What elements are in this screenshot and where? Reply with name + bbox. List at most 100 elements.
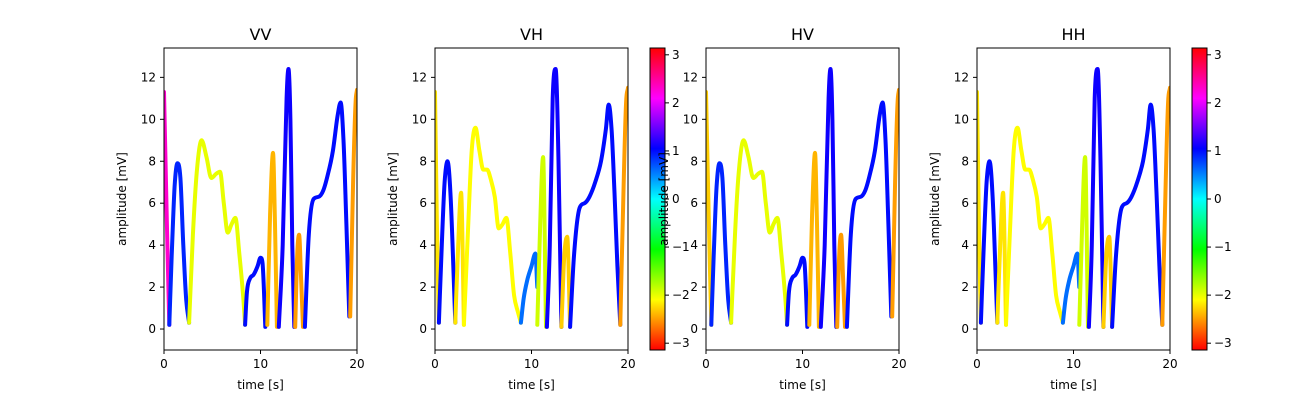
y-tick-label: 10: [412, 112, 427, 126]
x-tick-label: 20: [620, 357, 635, 371]
colorbar-tick-label: 0: [1214, 192, 1222, 206]
trace-group: [706, 67, 899, 329]
x-tick-label: 0: [431, 357, 439, 371]
trace-segment-5: [1077, 155, 1090, 329]
x-axis-label: time [s]: [1050, 378, 1097, 392]
x-tick-label: 0: [973, 357, 981, 371]
trace-segment-4: [807, 150, 821, 329]
panel-vv: VV 0 10 20 0 2 4 6 8 10 12 time [s] amplitude [mV]: [115, 25, 365, 392]
colorbar-tick-label: 1: [672, 144, 680, 158]
trace-segment-8: [568, 102, 623, 329]
y-tick-label: 4: [690, 238, 698, 252]
y-tick-label: 6: [961, 196, 969, 210]
x-tick-label: 20: [349, 357, 364, 371]
trace-segment-4: [518, 251, 540, 325]
trace-segment-5: [535, 155, 548, 329]
y-tick-label: 6: [690, 196, 698, 210]
colorbar-tick-label: 2: [1214, 96, 1222, 110]
y-tick-label: 12: [412, 70, 427, 84]
y-tick-label: 4: [148, 238, 156, 252]
colorbar-gradient: [650, 48, 665, 350]
colorbar-tick-label: −3: [672, 336, 690, 350]
y-tick-label: 4: [961, 238, 969, 252]
colorbar-tick-label: −2: [1214, 288, 1232, 302]
y-axis-label: amplitude [mV]: [928, 152, 942, 246]
x-axis-label: time [s]: [508, 378, 555, 392]
y-tick-label: 0: [148, 322, 156, 336]
y-tick-label: 8: [690, 154, 698, 168]
colorbar-gradient: [1192, 48, 1207, 350]
trace-segment-7: [844, 100, 894, 329]
y-tick-label: 10: [683, 112, 698, 126]
y-axis-label: amplitude [mV]: [657, 152, 671, 246]
colorbar-tick-label: −2: [672, 288, 690, 302]
x-tick-label: 10: [1066, 357, 1081, 371]
y-tick-label: 8: [419, 154, 427, 168]
trace-segment-3: [1004, 125, 1065, 327]
trace-segment-2: [729, 138, 790, 327]
y-tick-label: 2: [690, 280, 698, 294]
trace-segment-3: [785, 255, 810, 329]
colorbar-tick-label: 3: [672, 48, 680, 62]
trace-group: [164, 67, 357, 329]
colorbar: 3 2 1 0 −1 −2 −3: [1191, 47, 1232, 351]
x-axis-label: time [s]: [779, 378, 826, 392]
trace-segment-8: [348, 87, 357, 319]
trace-segment-5: [276, 67, 297, 329]
y-tick-label: 6: [148, 196, 156, 210]
x-tick-label: 0: [702, 357, 710, 371]
y-tick-label: 8: [961, 154, 969, 168]
x-tick-label: 10: [253, 357, 268, 371]
y-tick-label: 0: [961, 322, 969, 336]
x-tick-label: 20: [891, 357, 906, 371]
trace-segment-9: [1160, 85, 1170, 327]
colorbar-tick-label: 2: [672, 96, 680, 110]
y-tick-label: 2: [419, 280, 427, 294]
colorbar: 3 2 1 0 −1 −2 −3: [649, 47, 690, 351]
chart-title: VH: [520, 25, 543, 44]
trace-segment-4: [1060, 251, 1082, 325]
y-axis-label: amplitude [mV]: [386, 152, 400, 246]
colorbar-tick-label: −1: [672, 240, 690, 254]
x-tick-label: 10: [524, 357, 539, 371]
y-tick-label: 10: [141, 112, 156, 126]
trace-segment-6: [835, 232, 847, 329]
trace-group: [977, 67, 1170, 329]
y-tick-label: 10: [954, 112, 969, 126]
chart-title: HV: [791, 25, 814, 44]
trace-segment-7: [559, 234, 573, 329]
y-tick-label: 2: [148, 280, 156, 294]
y-axis-label: amplitude [mV]: [115, 152, 129, 246]
trace-segment-3: [243, 255, 268, 329]
trace-segment-9: [618, 85, 628, 327]
trace-group: [435, 67, 628, 329]
chart-title: HH: [1061, 25, 1085, 44]
trace-segment-2: [995, 190, 1008, 327]
y-tick-label: 2: [961, 280, 969, 294]
colorbar-tick-label: 1: [1214, 144, 1222, 158]
trace-segment-1: [709, 161, 734, 327]
trace-segment-6: [1086, 67, 1106, 329]
trace-segment-1: [167, 161, 192, 327]
x-axis-label: time [s]: [237, 378, 284, 392]
trace-segment-7: [1101, 234, 1115, 329]
trace-segment-6: [293, 232, 305, 329]
trace-segment-5: [818, 67, 839, 329]
trace-segment-4: [265, 150, 279, 329]
y-tick-label: 12: [141, 70, 156, 84]
colorbar-tick-label: −3: [1214, 336, 1232, 350]
y-tick-label: 4: [419, 238, 427, 252]
trace-segment-6: [544, 67, 564, 329]
y-tick-label: 0: [690, 322, 698, 336]
trace-segment-1: [436, 159, 458, 325]
trace-segment-2: [453, 190, 466, 327]
x-tick-label: 10: [795, 357, 810, 371]
colorbar-tick-label: 0: [672, 192, 680, 206]
y-tick-label: 12: [954, 70, 969, 84]
trace-segment-1: [978, 159, 1000, 325]
y-tick-label: 12: [683, 70, 698, 84]
trace-segment-3: [461, 125, 523, 327]
colorbar-tick-label: −1: [1214, 240, 1232, 254]
